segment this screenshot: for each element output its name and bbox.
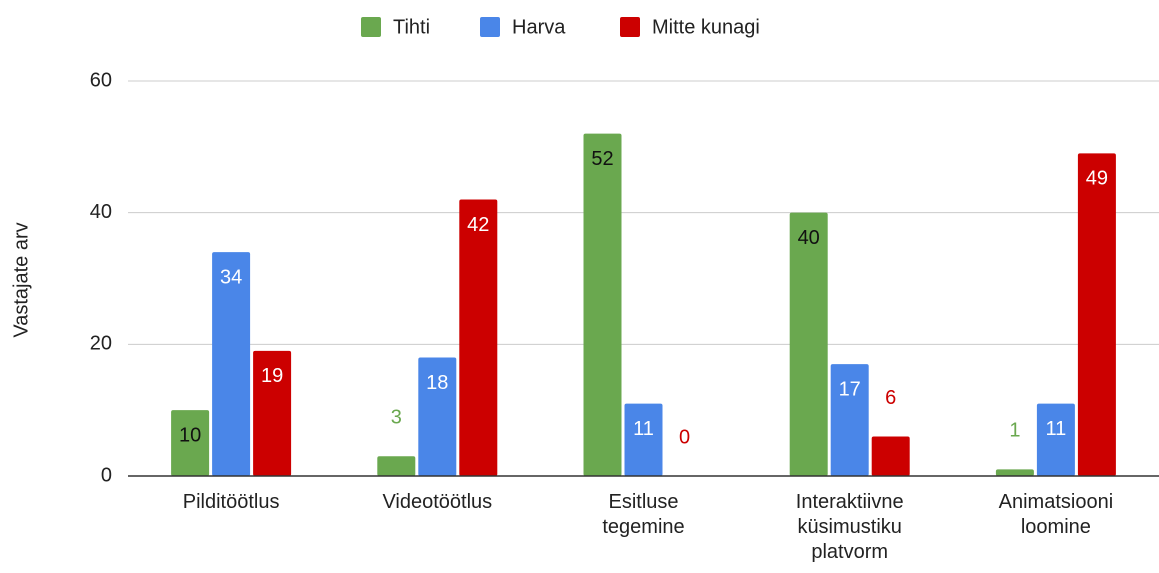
value-label: 40 xyxy=(798,227,820,249)
value-label: 0 xyxy=(679,426,690,448)
bar xyxy=(1077,153,1116,476)
bar xyxy=(871,436,910,476)
bar xyxy=(1036,403,1075,476)
bar xyxy=(377,456,416,476)
legend-swatch xyxy=(480,17,500,37)
bar xyxy=(212,252,251,476)
value-label: 11 xyxy=(1046,418,1067,440)
y-tick-label: 0 xyxy=(101,464,112,486)
bar xyxy=(789,212,828,476)
value-label: 52 xyxy=(591,148,613,170)
bar xyxy=(995,469,1034,476)
bar xyxy=(459,199,498,476)
bar xyxy=(830,364,869,476)
legend-swatch xyxy=(361,17,381,37)
value-label: 18 xyxy=(426,372,448,394)
legend-label: Harva xyxy=(512,16,566,38)
bar xyxy=(418,357,457,476)
value-label: 42 xyxy=(467,214,489,236)
y-axis-title: Vastajate arv xyxy=(10,222,32,337)
value-label: 19 xyxy=(261,365,283,387)
y-tick-label: 20 xyxy=(90,333,112,355)
value-label: 6 xyxy=(885,387,896,409)
value-label: 11 xyxy=(633,418,654,440)
y-tick-label: 60 xyxy=(90,69,112,91)
x-tick-label: Pilditöötlus xyxy=(182,491,280,513)
bar xyxy=(253,350,292,476)
bar xyxy=(171,410,210,476)
value-label: 10 xyxy=(179,424,201,446)
x-tick-label: Videotöötlus xyxy=(382,491,493,513)
x-tick-label: Interaktiivne küsimustiku platvorm xyxy=(795,491,904,563)
legend-label: Mitte kunagi xyxy=(652,16,760,38)
bar xyxy=(624,403,663,476)
bar xyxy=(583,133,622,476)
legend-swatch xyxy=(620,17,640,37)
value-label: 1 xyxy=(1009,420,1020,442)
x-tick-label: Animatsiooni loomine xyxy=(998,491,1114,538)
value-label: 34 xyxy=(220,266,242,288)
y-tick-label: 40 xyxy=(90,201,112,223)
value-label: 49 xyxy=(1086,168,1108,190)
value-label: 17 xyxy=(839,378,861,400)
value-label: 3 xyxy=(391,407,402,429)
x-tick-label: Esitluse tegemine xyxy=(602,491,685,538)
legend-label: Tihti xyxy=(393,16,430,38)
